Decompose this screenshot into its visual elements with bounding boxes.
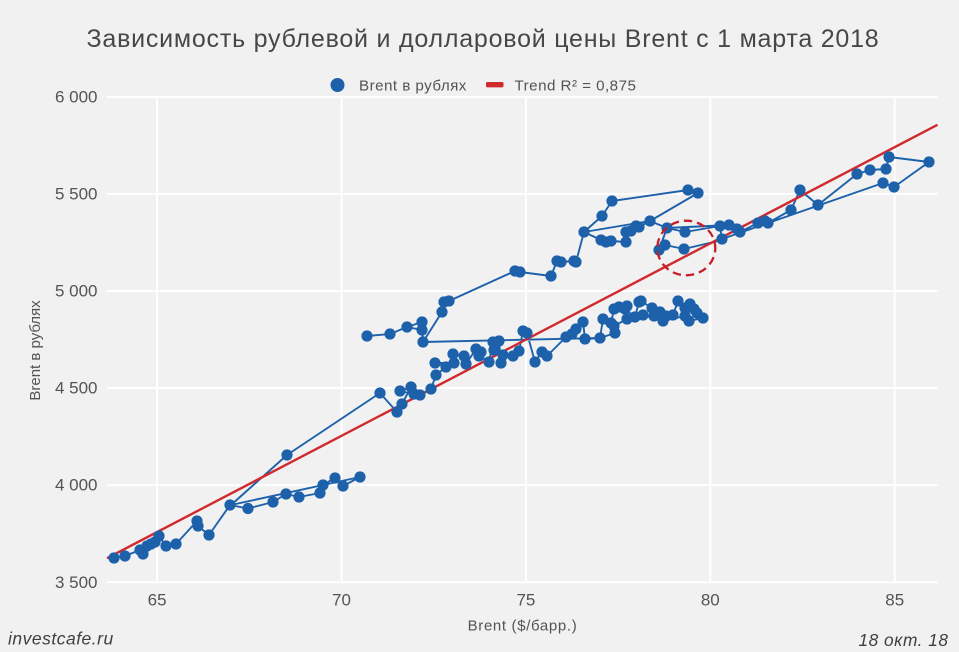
svg-text:Brent в рублях: Brent в рублях [359,78,467,95]
svg-text:4 500: 4 500 [55,379,98,398]
svg-text:3 500: 3 500 [55,573,98,592]
svg-text:5 000: 5 000 [55,282,98,301]
svg-text:75: 75 [516,591,535,610]
svg-text:Brent ($/барр.): Brent ($/барр.) [468,618,578,635]
svg-text:investcafe.ru: investcafe.ru [8,629,114,649]
svg-text:80: 80 [701,591,720,610]
svg-text:70: 70 [332,591,351,610]
svg-text:Зависимость рублевой и долларо: Зависимость рублевой и долларовой цены B… [87,25,880,53]
svg-text:6 000: 6 000 [55,87,98,106]
svg-text:65: 65 [148,591,167,610]
svg-text:Trend R² = 0,875: Trend R² = 0,875 [515,78,637,95]
svg-text:5 500: 5 500 [55,184,98,203]
svg-text:18 окт. 18: 18 окт. 18 [858,630,948,650]
svg-text:85: 85 [885,591,904,610]
svg-text:Brent в рублях: Brent в рублях [27,300,44,401]
svg-text:4 000: 4 000 [55,476,98,495]
